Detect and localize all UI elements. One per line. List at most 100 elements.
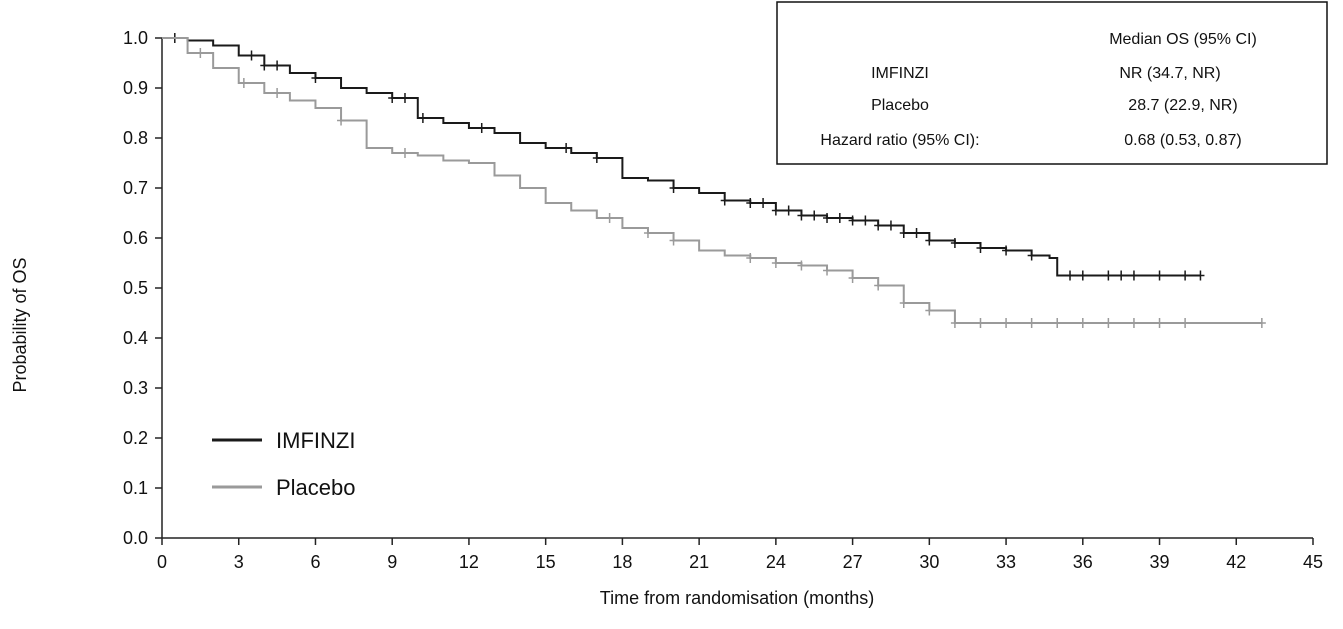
censor-mark-placebo (400, 148, 409, 158)
censor-mark-placebo (337, 115, 346, 126)
censor-mark-imfinzi (1155, 270, 1164, 281)
censor-mark-placebo (196, 48, 205, 58)
x-tick-label: 36 (1073, 552, 1093, 572)
censor-mark-placebo (1002, 318, 1011, 328)
censor-mark-imfinzi (848, 215, 857, 226)
censor-mark-placebo (1104, 318, 1113, 328)
x-tick-label: 15 (536, 552, 556, 572)
censor-mark-imfinzi (835, 213, 844, 223)
censor-mark-imfinzi (388, 93, 397, 103)
censor-mark-placebo (1078, 318, 1087, 328)
x-tick-label: 39 (1150, 552, 1170, 572)
x-tick-label: 9 (387, 552, 397, 572)
censor-mark-imfinzi (562, 143, 571, 153)
y-tick-label: 0.4 (123, 328, 148, 348)
series-line-placebo (162, 37, 1262, 324)
table-value-placebo: 28.7 (22.9, NR) (1128, 97, 1237, 114)
censor-mark-placebo (899, 298, 908, 308)
censor-mark-imfinzi (720, 195, 729, 206)
y-ticks: 0.0 0.1 0.2 0.3 0.4 0.5 0.6 0.7 0.8 0.9 1.0 (123, 28, 162, 548)
censor-mark-placebo (1181, 318, 1190, 328)
y-tick-label: 0.6 (123, 228, 148, 248)
censor-mark-imfinzi (273, 60, 282, 71)
censor-mark-imfinzi (247, 50, 256, 61)
censor-mark-imfinzi (784, 205, 793, 216)
censor-mark-imfinzi (1181, 270, 1190, 281)
censor-mark-placebo (746, 253, 755, 263)
censor-mark-imfinzi (1027, 250, 1036, 261)
censor-mark-imfinzi (260, 60, 269, 71)
censor-mark-imfinzi (874, 220, 883, 231)
y-tick-label: 0.7 (123, 178, 148, 198)
censor-mark-placebo (605, 213, 614, 223)
censor-mark-placebo (874, 280, 883, 291)
censor-mark-imfinzi (1104, 270, 1113, 281)
y-axis-title: Probability of OS (10, 257, 30, 392)
censor-mark-imfinzi (759, 198, 768, 208)
censor-mark-imfinzi (1129, 270, 1138, 281)
censor-mark-imfinzi (1002, 245, 1011, 256)
series-layer (162, 33, 1266, 328)
median-os-table-border (776, 1, 1328, 165)
table-value-imfinzi: NR (34.7, NR) (1119, 65, 1220, 82)
censor-mark-imfinzi (746, 198, 755, 208)
censor-mark-imfinzi (1117, 270, 1126, 281)
x-tick-label: 45 (1303, 552, 1323, 572)
series-line-imfinzi (162, 37, 1201, 277)
censor-mark-imfinzi (810, 210, 819, 221)
x-ticks: 0 3 6 9 12 15 18 21 24 27 30 33 36 39 42 45 (157, 538, 1323, 572)
censor-mark-placebo (950, 318, 959, 328)
y-tick-label: 0.2 (123, 428, 148, 448)
x-tick-label: 24 (766, 552, 786, 572)
y-tick-label: 0.1 (123, 478, 148, 498)
censor-mark-placebo (1257, 318, 1266, 328)
censor-mark-placebo (797, 260, 806, 271)
censor-mark-placebo (771, 258, 780, 268)
table-label-placebo: Placebo (871, 97, 929, 114)
y-tick-label: 0.3 (123, 378, 148, 398)
y-tick-label: 0.0 (123, 528, 148, 548)
censor-mark-placebo (1155, 318, 1164, 328)
censor-mark-placebo (925, 305, 934, 316)
censor-mark-imfinzi (899, 228, 908, 238)
censor-mark-placebo (1053, 318, 1062, 328)
x-tick-label: 27 (843, 552, 863, 572)
x-tick-label: 30 (919, 552, 939, 572)
censor-mark-imfinzi (1066, 270, 1075, 281)
censor-mark-imfinzi (400, 93, 409, 103)
x-tick-label: 18 (612, 552, 632, 572)
censor-mark-placebo (669, 235, 678, 246)
median-os-table: Median OS (95% CI) IMFINZI NR (34.7, NR)… (776, 1, 1328, 165)
x-tick-label: 33 (996, 552, 1016, 572)
legend: IMFINZI Placebo (212, 428, 356, 500)
censor-mark-imfinzi (912, 228, 921, 238)
censor-mark-placebo (239, 78, 248, 88)
censor-mark-imfinzi (771, 205, 780, 216)
censor-mark-placebo (848, 273, 857, 283)
censor-mark-placebo (1129, 318, 1138, 328)
censor-mark-imfinzi (1078, 270, 1087, 281)
x-tick-label: 21 (689, 552, 709, 572)
censor-mark-imfinzi (592, 153, 601, 163)
table-label-imfinzi: IMFINZI (871, 65, 929, 82)
censor-mark-imfinzi (311, 73, 320, 83)
y-tick-label: 0.9 (123, 78, 148, 98)
legend-label-placebo: Placebo (276, 475, 356, 500)
x-tick-label: 0 (157, 552, 167, 572)
censor-mark-imfinzi (823, 213, 832, 223)
censor-mark-imfinzi (861, 215, 870, 226)
censor-mark-imfinzi (976, 243, 985, 253)
x-tick-label: 42 (1226, 552, 1246, 572)
x-axis-title: Time from randomisation (months) (600, 588, 874, 608)
censor-mark-imfinzi (669, 183, 678, 193)
censor-mark-placebo (273, 88, 282, 98)
table-label-hazard-ratio: Hazard ratio (95% CI): (820, 132, 979, 149)
y-tick-label: 0.5 (123, 278, 148, 298)
x-tick-label: 12 (459, 552, 479, 572)
y-tick-label: 0.8 (123, 128, 148, 148)
y-tick-label: 1.0 (123, 28, 148, 48)
censor-mark-imfinzi (477, 123, 486, 133)
table-value-hazard-ratio: 0.68 (0.53, 0.87) (1124, 132, 1241, 149)
censor-mark-placebo (976, 318, 985, 328)
